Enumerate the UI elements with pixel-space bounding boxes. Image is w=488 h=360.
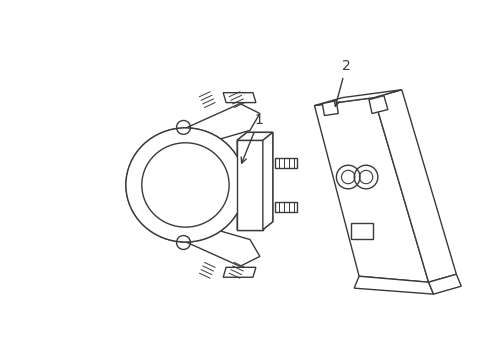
Polygon shape xyxy=(237,140,263,230)
Polygon shape xyxy=(263,132,272,230)
Polygon shape xyxy=(427,274,460,294)
Polygon shape xyxy=(223,267,255,277)
Ellipse shape xyxy=(126,128,244,242)
Polygon shape xyxy=(180,227,259,266)
Polygon shape xyxy=(322,100,338,116)
Polygon shape xyxy=(263,132,272,230)
Polygon shape xyxy=(274,158,296,168)
Polygon shape xyxy=(368,96,387,113)
Ellipse shape xyxy=(126,128,244,242)
Polygon shape xyxy=(314,90,401,105)
Text: 2: 2 xyxy=(333,59,350,106)
Text: 1: 1 xyxy=(241,113,263,163)
Bar xyxy=(350,223,372,239)
Polygon shape xyxy=(353,276,433,294)
Polygon shape xyxy=(237,132,272,140)
Polygon shape xyxy=(274,202,296,212)
Polygon shape xyxy=(223,93,255,103)
Polygon shape xyxy=(373,90,455,282)
Polygon shape xyxy=(314,98,427,282)
Polygon shape xyxy=(180,104,259,143)
Polygon shape xyxy=(237,140,263,230)
Polygon shape xyxy=(237,132,272,140)
